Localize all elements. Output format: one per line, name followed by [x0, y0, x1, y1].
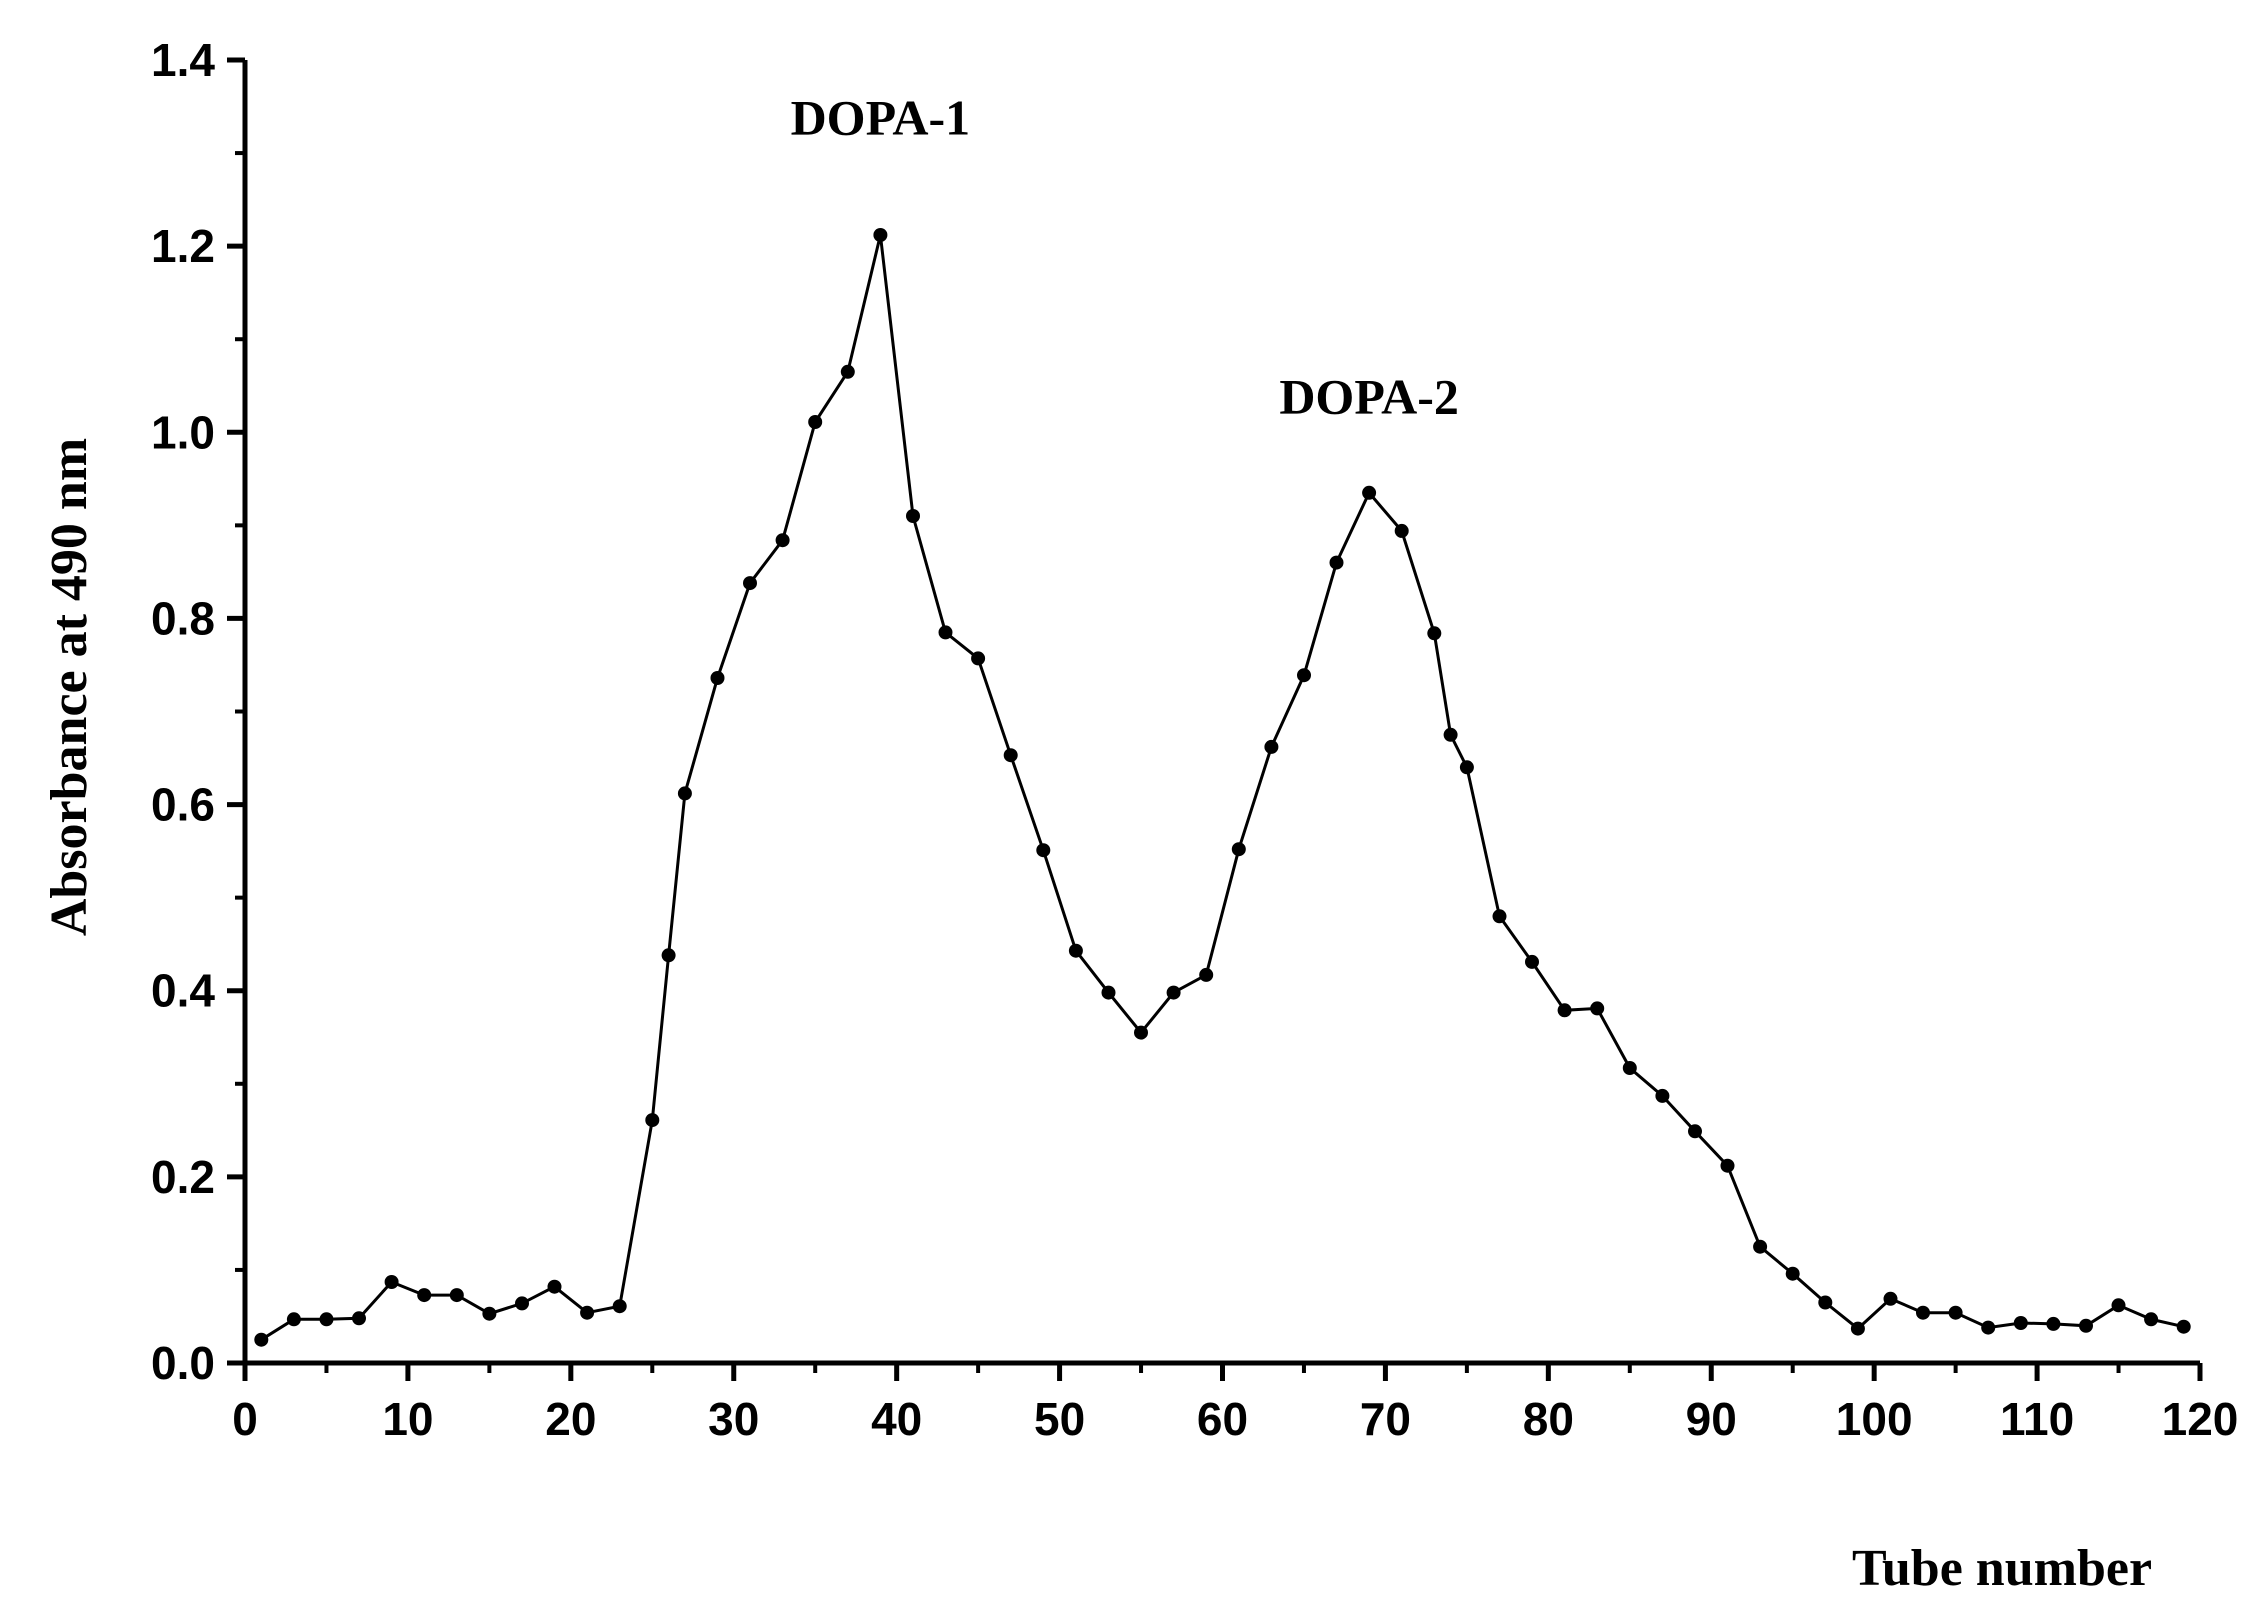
x-tick-label: 20 [545, 1393, 596, 1445]
data-point [1655, 1088, 1670, 1103]
data-point [2079, 1318, 2093, 1333]
data-point [1622, 1061, 1637, 1075]
data-point [1166, 985, 1181, 1000]
data-point [938, 625, 953, 640]
data-point [808, 415, 823, 429]
data-point [1297, 668, 1311, 683]
data-point [384, 1275, 399, 1289]
data-point [2111, 1298, 2126, 1313]
data-point [1557, 1003, 1572, 1018]
data-point [1981, 1320, 1996, 1335]
y-tick-label: 1.4 [151, 34, 215, 86]
data-point [319, 1312, 334, 1327]
data-point [1525, 954, 1539, 969]
data-point [1231, 842, 1246, 857]
x-tick-label: 80 [1523, 1393, 1574, 1445]
data-point [1329, 555, 1344, 570]
series-layer [254, 228, 2191, 1347]
x-tick-label: 40 [871, 1393, 922, 1445]
y-tick-label: 0.2 [151, 1151, 215, 1203]
data-point [352, 1311, 366, 1326]
data-point [286, 1312, 301, 1327]
data-point [1264, 739, 1279, 754]
data-point [1785, 1266, 1800, 1281]
peak-label: DOPA-1 [791, 89, 971, 145]
data-point [775, 533, 790, 548]
x-tick-label: 60 [1197, 1393, 1248, 1445]
data-point [482, 1306, 497, 1321]
data-point [1199, 967, 1214, 982]
x-tick-label: 0 [232, 1393, 258, 1445]
peak-label: DOPA-2 [1279, 369, 1459, 425]
data-point [1948, 1305, 1963, 1320]
y-tick-label: 0.6 [151, 779, 215, 831]
data-point [1394, 523, 1409, 538]
series-line [260, 234, 2185, 1341]
data-point [515, 1296, 529, 1311]
x-tick-label: 30 [708, 1393, 759, 1445]
data-point [1753, 1239, 1768, 1254]
data-point [971, 651, 986, 666]
data-point [1036, 843, 1051, 858]
y-tick-label: 0.4 [151, 965, 215, 1017]
data-point [2176, 1319, 2191, 1334]
data-point [1134, 1025, 1148, 1040]
data-point [1688, 1124, 1702, 1139]
data-point [1068, 943, 1083, 958]
y-tick-label: 1.0 [151, 406, 215, 458]
data-point [1427, 626, 1442, 641]
data-point [743, 576, 757, 591]
x-tick-label: 70 [1360, 1393, 1411, 1445]
x-tick-label: 120 [2162, 1393, 2239, 1445]
data-point [1362, 485, 1377, 500]
x-tick-label: 10 [382, 1393, 433, 1445]
data-point [840, 364, 855, 379]
x-tick-label: 50 [1034, 1393, 1085, 1445]
y-tick-label: 0.0 [151, 1337, 215, 1389]
data-point [1101, 985, 1116, 1000]
data-point [1443, 727, 1458, 742]
y-tick-label: 1.2 [151, 220, 215, 272]
data-point [254, 1332, 269, 1347]
x-tick-label: 100 [1836, 1393, 1913, 1445]
data-point [547, 1279, 562, 1294]
data-point [1916, 1305, 1930, 1320]
data-point [1883, 1291, 1898, 1306]
data-point [1818, 1295, 1833, 1310]
axes: 0.0 0.2 0.4 0.6 0.8 1.0 1.2 1.4 0 10 20 30 40 50 60 70 8… [151, 34, 2238, 1445]
data-point [710, 671, 725, 685]
y-tick-label: 0.8 [151, 592, 215, 644]
data-point [1003, 748, 1018, 763]
data-point [612, 1299, 627, 1314]
data-point [1850, 1321, 1865, 1336]
x-tick-label: 110 [2000, 1393, 2074, 1445]
data-point [873, 228, 888, 242]
data-point [2013, 1316, 2028, 1330]
data-point [417, 1288, 432, 1303]
data-point [677, 786, 692, 801]
x-axis-title: Tube number [1852, 1540, 2152, 1597]
y-axis-title: Absorbance at 490 nm [41, 438, 98, 936]
data-point [645, 1113, 660, 1128]
data-point [2144, 1312, 2159, 1327]
annotation-layer: DOPA-1 DOPA-2 [791, 89, 1459, 424]
data-point [580, 1305, 595, 1320]
data-point [1492, 909, 1507, 924]
data-point [1590, 1001, 1605, 1016]
data-point [1720, 1158, 1735, 1173]
data-point [449, 1288, 464, 1303]
data-point [906, 509, 920, 523]
data-point [661, 948, 676, 963]
data-point [1459, 760, 1474, 775]
x-tick-label: 90 [1686, 1393, 1737, 1445]
data-point [2046, 1316, 2061, 1331]
